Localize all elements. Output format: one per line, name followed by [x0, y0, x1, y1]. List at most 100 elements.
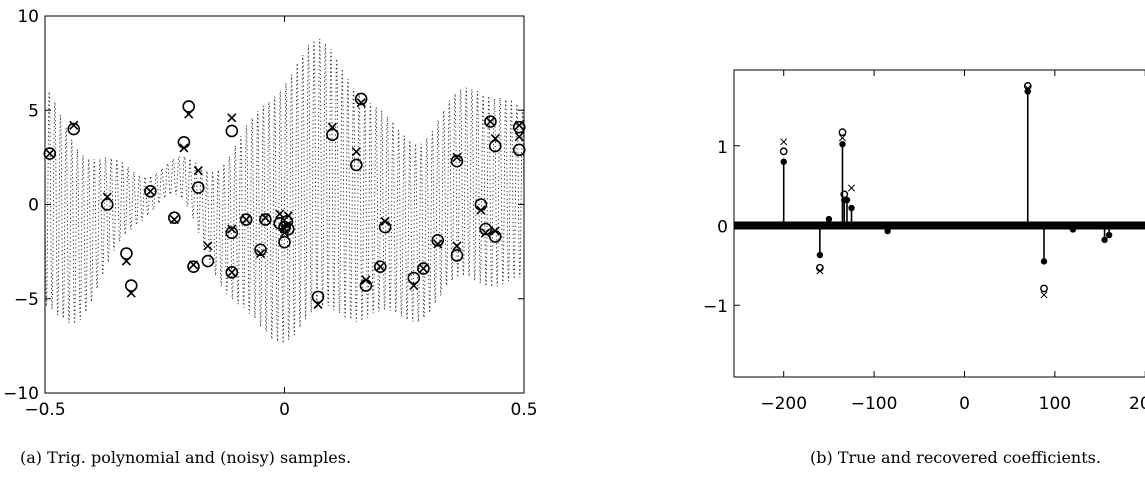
chart-a-axis-ticks: −0.5 0 0.5 −10 −5 0 5 10 — [3, 7, 537, 420]
sample-x-marker — [514, 132, 524, 142]
sample-circle-marker — [484, 115, 497, 128]
sample-x-marker — [452, 241, 462, 251]
recovered-coef-dot — [825, 215, 833, 223]
sample-circle-marker — [479, 222, 492, 236]
recovered-coef-dot — [848, 204, 855, 212]
sample-x-marker — [380, 216, 390, 227]
true-coef-x-marker — [847, 184, 856, 192]
coef-circle-marker — [815, 263, 824, 272]
sample-x-marker — [313, 299, 323, 309]
sample-x-marker — [188, 260, 199, 270]
x-tick-label: −100 — [851, 394, 898, 414]
sample-circle-marker — [354, 92, 368, 106]
figure-panel-b: −200 −100 0 100 200 −1 0 1 (b) True and recover… — [690, 0, 1145, 484]
sample-x-marker — [485, 116, 496, 127]
true-coef-x-marker — [816, 267, 824, 275]
coef-circle-marker — [779, 147, 788, 156]
sample-circle-marker — [100, 198, 114, 211]
sample-x-marker — [282, 220, 292, 230]
true-coef-x-marker — [780, 138, 788, 146]
sample-x-marker — [418, 264, 428, 274]
coef-circle-marker — [1040, 284, 1048, 293]
sample-x-marker — [193, 166, 203, 176]
chart-a-polynomial-curve — [44, 38, 525, 344]
recovered-coef-dot — [780, 158, 787, 165]
chart-a-sample-markers — [43, 92, 526, 309]
sample-circle-marker — [120, 247, 133, 260]
sample-x-marker — [260, 213, 270, 223]
recovered-coef-dot — [1101, 236, 1108, 244]
sample-x-marker — [327, 122, 337, 132]
true-coef-x-marker — [1024, 84, 1032, 92]
sample-circle-marker — [225, 266, 239, 279]
sample-x-marker — [241, 215, 251, 225]
chart-b-axis-ticks: −200 −100 0 100 200 −1 0 1 — [703, 70, 1145, 414]
sample-x-marker — [45, 149, 55, 159]
sample-x-marker — [145, 186, 155, 196]
sample-circle-marker — [512, 143, 526, 157]
sample-circle-marker — [43, 147, 57, 160]
sample-circle-marker — [326, 128, 339, 142]
sample-x-marker — [433, 239, 443, 249]
recovered-coef-dot — [1069, 226, 1077, 233]
sample-x-marker — [275, 209, 285, 219]
sample-circle-marker — [168, 211, 181, 224]
y-tick-label: 0 — [28, 196, 39, 216]
sample-circle-marker — [512, 120, 526, 134]
coef-circle-marker — [840, 190, 849, 199]
true-coef-x-marker — [838, 134, 847, 142]
sample-circle-marker — [239, 213, 253, 226]
sample-x-marker — [490, 133, 500, 144]
sample-x-marker — [69, 120, 79, 130]
sample-circle-marker — [124, 279, 138, 292]
y-tick-label: 1 — [717, 138, 728, 158]
sample-x-marker — [227, 113, 237, 123]
sample-x-marker — [121, 256, 131, 266]
sample-circle-marker — [431, 234, 445, 247]
sample-circle-marker — [488, 230, 502, 243]
sample-x-marker — [452, 152, 462, 162]
figure-panel-a: −0.5 0 0.5 −10 −5 0 5 10 (a) Trig. polynomial a… — [0, 0, 560, 484]
zero-coefficient-band — [734, 221, 1145, 230]
chart-b-stems — [734, 82, 1145, 299]
sample-circle-marker — [225, 124, 239, 138]
sample-x-marker — [351, 147, 361, 157]
sample-circle-marker — [225, 226, 239, 240]
y-tick-label: 10 — [17, 7, 39, 27]
sample-x-marker — [169, 215, 179, 225]
chart-b-coefficients: −200 −100 0 100 200 −1 0 1 — [703, 69, 1145, 414]
recovered-coef-dot — [839, 140, 846, 148]
sample-x-marker — [490, 226, 500, 236]
sample-circle-marker — [259, 213, 272, 226]
coef-circle-marker — [1023, 82, 1032, 90]
sample-x-marker — [227, 224, 237, 234]
sample-circle-marker — [182, 100, 195, 113]
sample-x-marker — [283, 211, 293, 221]
sample-circle-marker — [488, 139, 502, 153]
sample-circle-marker — [359, 279, 373, 292]
x-tick-label: 100 — [1039, 394, 1071, 414]
x-tick-label: 0 — [959, 394, 970, 414]
sample-x-marker — [279, 228, 290, 238]
sample-circle-marker — [378, 220, 392, 234]
sample-x-marker — [179, 143, 189, 153]
sample-circle-marker — [350, 158, 363, 172]
sample-x-marker — [356, 98, 366, 108]
x-tick-label: 0.5 — [510, 400, 537, 420]
sample-x-marker — [126, 288, 136, 298]
y-tick-label: −1 — [703, 297, 728, 317]
sample-x-marker — [476, 205, 486, 215]
caption-a: (a) Trig. polynomial and (noisy) samples… — [20, 448, 352, 467]
sample-circle-marker — [311, 290, 325, 304]
recovered-coef-dot — [1040, 258, 1048, 265]
sample-x-marker — [409, 280, 419, 291]
sample-circle-marker — [177, 135, 191, 149]
sample-circle-marker — [450, 154, 464, 168]
sample-x-marker — [361, 275, 371, 285]
sample-circle-marker — [373, 260, 387, 274]
sample-x-marker — [514, 120, 524, 130]
sample-x-marker — [375, 262, 385, 272]
x-tick-label: 0 — [279, 400, 290, 420]
y-tick-label: 0 — [717, 217, 728, 237]
caption-b: (b) True and recovered coefficients. — [810, 448, 1101, 467]
